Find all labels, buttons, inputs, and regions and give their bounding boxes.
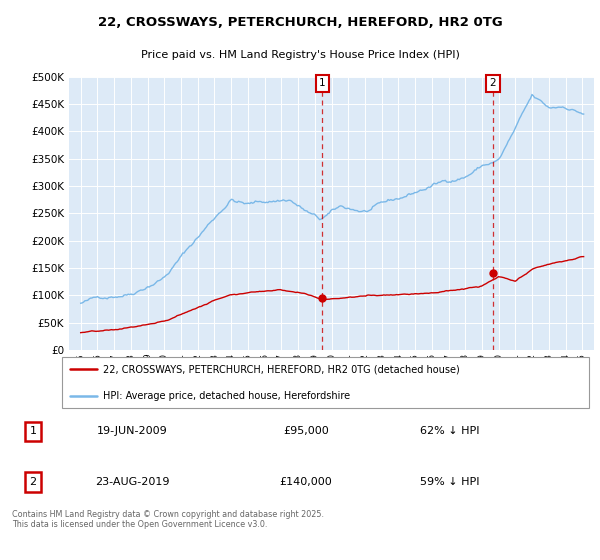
Text: 22, CROSSWAYS, PETERCHURCH, HEREFORD, HR2 0TG (detached house): 22, CROSSWAYS, PETERCHURCH, HEREFORD, HR… — [103, 365, 460, 374]
Text: 1: 1 — [319, 78, 326, 88]
Text: 1: 1 — [29, 426, 37, 436]
Text: 22, CROSSWAYS, PETERCHURCH, HEREFORD, HR2 0TG: 22, CROSSWAYS, PETERCHURCH, HEREFORD, HR… — [98, 16, 502, 29]
FancyBboxPatch shape — [62, 357, 589, 408]
Text: 23-AUG-2019: 23-AUG-2019 — [95, 477, 169, 487]
Text: £95,000: £95,000 — [283, 426, 329, 436]
Text: Contains HM Land Registry data © Crown copyright and database right 2025.
This d: Contains HM Land Registry data © Crown c… — [12, 510, 324, 529]
Text: 19-JUN-2009: 19-JUN-2009 — [97, 426, 167, 436]
Text: HPI: Average price, detached house, Herefordshire: HPI: Average price, detached house, Here… — [103, 391, 350, 400]
Text: 2: 2 — [490, 78, 496, 88]
Text: £140,000: £140,000 — [280, 477, 332, 487]
Text: 62% ↓ HPI: 62% ↓ HPI — [420, 426, 480, 436]
Text: Price paid vs. HM Land Registry's House Price Index (HPI): Price paid vs. HM Land Registry's House … — [140, 49, 460, 59]
Text: 2: 2 — [29, 477, 37, 487]
Text: 59% ↓ HPI: 59% ↓ HPI — [420, 477, 480, 487]
